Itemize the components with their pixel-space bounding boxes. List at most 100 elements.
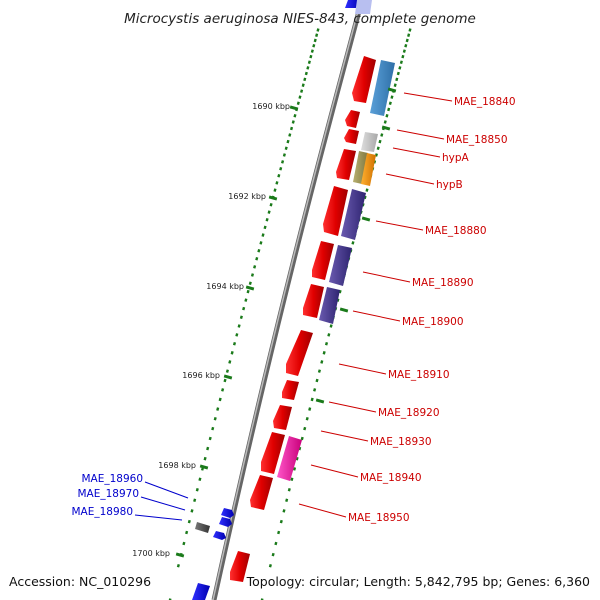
guide-dot	[408, 28, 412, 32]
gene-arrow	[221, 508, 234, 518]
guide-dot	[244, 298, 248, 302]
guide-dot	[230, 351, 234, 355]
guide-dot	[203, 456, 207, 461]
gene-arrow	[219, 517, 232, 527]
leader-line	[403, 92, 453, 102]
guide-dot	[298, 95, 302, 99]
gene-cog-bar	[277, 436, 302, 481]
gene-cog-bar	[341, 189, 366, 240]
gene-arrow	[323, 186, 348, 236]
scale-tick	[289, 105, 299, 111]
leader-line	[134, 514, 183, 521]
forward-strand-genes	[230, 56, 376, 582]
guide-dot	[248, 281, 252, 286]
guide-dot	[288, 133, 292, 137]
guide-dot	[246, 289, 250, 294]
guide-dot	[401, 54, 405, 59]
gene-arrow	[282, 380, 299, 400]
leader-line	[385, 173, 435, 185]
leader-line	[320, 430, 369, 442]
scale-label: 1698 kbp	[158, 461, 196, 470]
guide-dot	[190, 509, 194, 513]
guide-dot	[399, 60, 403, 64]
guide-dot	[281, 160, 285, 164]
guide-dot	[277, 530, 281, 535]
guide-dot	[310, 397, 314, 402]
gene-label[interactable]: hypB	[436, 179, 463, 191]
guide-dot	[390, 95, 394, 99]
gene-partial-top	[345, 0, 372, 14]
guide-dot	[315, 33, 319, 37]
reverse-strand-genes	[192, 508, 234, 600]
gene-label[interactable]: MAE_18950	[348, 512, 410, 524]
guide-dot	[221, 388, 225, 392]
gene-label[interactable]: MAE_18960	[81, 473, 143, 485]
guide-dot	[315, 378, 319, 383]
guide-dot	[182, 541, 186, 546]
gene-label[interactable]: hypA	[442, 152, 470, 164]
gene-label[interactable]: MAE_18920	[378, 407, 440, 419]
gene-label[interactable]: MAE_18910	[388, 369, 450, 381]
guide-dot	[380, 133, 384, 137]
accession-text: Accession: NC_010296	[9, 574, 151, 589]
gene-arrow	[250, 475, 273, 510]
guide-dot	[309, 54, 313, 59]
guide-dot	[327, 333, 331, 337]
guide-dot	[268, 564, 272, 568]
gene-label[interactable]: MAE_18890	[412, 277, 474, 289]
leader-line	[362, 271, 411, 283]
leader-line	[396, 129, 445, 140]
guide-dot	[286, 139, 290, 144]
guide-dot	[405, 38, 409, 43]
gene-cog-bar	[361, 132, 378, 152]
gene-arrow	[345, 110, 360, 128]
guide-dot	[351, 241, 355, 245]
guide-dot	[320, 360, 324, 364]
gene-label[interactable]: MAE_18930	[370, 436, 432, 448]
gene-label[interactable]: MAE_18980	[71, 506, 133, 518]
gene-label[interactable]: MAE_18850	[446, 134, 508, 146]
scale-label: 1696 kbp	[182, 371, 220, 380]
guide-dot	[317, 369, 321, 373]
gene-arrow	[336, 149, 356, 180]
guide-dot	[176, 564, 180, 568]
gene-arrow	[352, 56, 376, 103]
gene-label[interactable]: MAE_18840	[454, 96, 516, 108]
gene-label[interactable]: MAE_18880	[425, 225, 487, 237]
leader-line	[310, 464, 359, 478]
scale-tick	[381, 125, 391, 131]
guide-dot	[225, 369, 229, 373]
scale-label: 1700 kbp	[132, 549, 170, 558]
guide-dot	[303, 426, 307, 431]
guide-dot	[282, 509, 286, 513]
label-leader-lines	[134, 87, 453, 521]
guide-dot	[208, 436, 212, 441]
gene-arrow	[273, 405, 292, 430]
gene-label[interactable]: MAE_18970	[77, 488, 139, 500]
guide-dot	[257, 249, 261, 253]
guide-dot	[274, 541, 278, 546]
guide-dot	[301, 83, 305, 87]
guide-dot	[206, 446, 210, 451]
guide-dot	[279, 167, 283, 171]
guide-dot	[289, 126, 294, 131]
guide-dot	[279, 519, 283, 524]
guide-dot	[267, 210, 271, 214]
scale-label: 1690 kbp	[252, 102, 290, 111]
guide-dot	[310, 49, 314, 53]
gene-cog-bar	[361, 153, 376, 186]
genome-summary-text: Topology: circular; Length: 5,842,795 bp…	[246, 574, 590, 589]
genome-backbone	[211, 0, 365, 600]
gene-cog-bar	[370, 60, 395, 116]
guide-dot	[307, 60, 311, 64]
scale-tick	[339, 307, 349, 313]
guide-dot	[285, 498, 289, 503]
gene-label[interactable]: MAE_18940	[360, 472, 422, 484]
guide-dot	[228, 360, 232, 364]
guide-dot	[365, 188, 369, 192]
guide-dot	[396, 71, 400, 76]
gene-label[interactable]: MAE_18900	[402, 316, 464, 328]
scale-tick	[223, 374, 233, 380]
guide-dot	[388, 101, 392, 106]
